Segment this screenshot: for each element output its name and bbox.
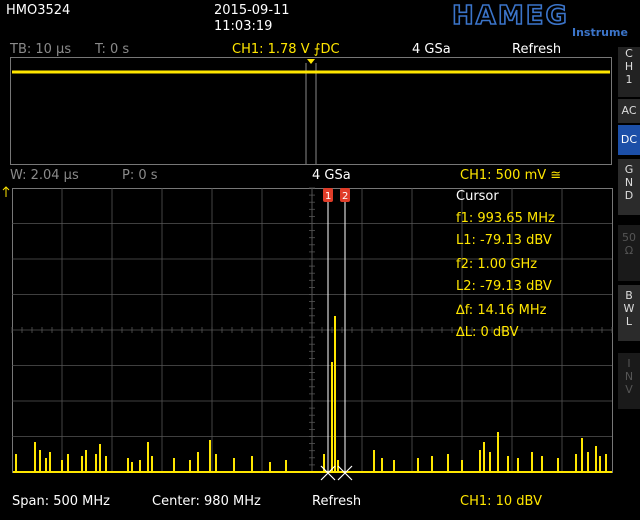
trigger-time-readout[interactable]: T: 0 s xyxy=(95,42,130,57)
gnd-char: G xyxy=(624,163,634,176)
channel-1-tab[interactable]: C H 1 xyxy=(618,46,640,97)
channel-scale-readout[interactable]: CH1: 500 mV ≅ xyxy=(460,168,561,183)
cursor-1-label: 1 xyxy=(325,191,331,202)
trigger-level-readout[interactable]: CH1: 1.78 V ⨍DC xyxy=(232,42,340,57)
overview-frame xyxy=(10,57,612,165)
gnd-button[interactable]: G N D xyxy=(618,158,640,215)
channel-scale-value: CH1: 500 mV xyxy=(460,168,547,183)
date-label: 2015-09-11 xyxy=(214,3,290,18)
50-ohm-button[interactable]: 50 Ω xyxy=(618,224,640,281)
cursor-f2: f2: 1.00 GHz xyxy=(456,257,538,272)
inv-char: I xyxy=(627,357,631,370)
zoom-sample-rate: 4 GSa xyxy=(312,168,351,183)
cursor-l1: L1: -79.13 dBV xyxy=(456,233,552,248)
invert-button[interactable]: I N V xyxy=(618,352,640,409)
trigger-slope-icon: ⨍ xyxy=(313,42,321,57)
ohm-char: 50 xyxy=(622,231,636,244)
cursor-delta-l: ∆L: 0 dBV xyxy=(456,325,519,340)
channel-tab-char: C xyxy=(625,47,633,60)
coupling-symbol-icon: ≅ xyxy=(550,168,562,183)
cursor-delta-f: ∆f: 14.16 MHz xyxy=(456,303,547,318)
zoom-position-readout[interactable]: P: 0 s xyxy=(122,168,158,183)
hameg-logo: HAMEG Instruments xyxy=(452,2,628,38)
sample-rate-readout: 4 GSa xyxy=(412,42,451,57)
dc-coupling-button[interactable]: DC xyxy=(618,124,640,155)
brand-text: HAMEG xyxy=(452,2,569,31)
bwl-char: W xyxy=(623,302,635,315)
channel-tab-char: 1 xyxy=(625,73,633,86)
channel-tab-char: H xyxy=(624,60,634,73)
spectrum-trace xyxy=(13,316,612,473)
footer-mode-readout[interactable]: Refresh xyxy=(312,494,362,509)
cursor-l2: L2: -79.13 dBV xyxy=(456,279,552,294)
cursor-f1: f1: 993.65 MHz xyxy=(456,211,555,226)
gnd-char: D xyxy=(624,189,634,202)
footer-scale-readout[interactable]: CH1: 10 dBV xyxy=(460,494,542,509)
cursor-2-label: 2 xyxy=(342,191,348,202)
span-readout[interactable]: Span: 500 MHz xyxy=(12,494,110,509)
cursor-lines: 1 2 xyxy=(320,188,353,481)
cursor-panel-title: Cursor xyxy=(456,189,499,204)
trigger-coupling: DC xyxy=(320,42,340,57)
timebase-readout[interactable]: TB: 10 µs xyxy=(10,42,72,57)
zoom-window-readout[interactable]: W: 2.04 µs xyxy=(10,168,79,183)
bwl-char: B xyxy=(625,289,633,302)
inv-char: V xyxy=(625,383,633,396)
center-readout[interactable]: Center: 980 MHz xyxy=(152,494,261,509)
spectrum-display[interactable]: 1 2 xyxy=(2,186,614,488)
trigger-position-icon xyxy=(307,59,315,64)
gnd-char: N xyxy=(624,176,634,189)
ac-coupling-button[interactable]: AC xyxy=(618,98,640,123)
cursor-panel: Cursor f1: 993.65 MHz L1: -79.13 dBV f2:… xyxy=(456,186,608,344)
brand-sub-text: Instruments xyxy=(572,26,628,38)
bwl-button[interactable]: B W L xyxy=(618,284,640,341)
trigger-level-value: CH1: 1.78 V xyxy=(232,42,310,57)
bwl-char: L xyxy=(625,315,633,328)
ohm-char: Ω xyxy=(624,244,634,257)
time-label: 11:03:19 xyxy=(214,19,273,34)
cursor-cross-icon xyxy=(320,465,353,481)
reference-arrow-icon xyxy=(2,186,10,197)
acquire-mode-readout[interactable]: Refresh xyxy=(512,42,562,57)
inv-char: N xyxy=(624,370,634,383)
cursor-1-marker xyxy=(323,188,333,202)
model-label: HMO3524 xyxy=(6,3,71,18)
overview-waveform xyxy=(10,57,612,165)
cursor-2-marker xyxy=(340,188,350,202)
